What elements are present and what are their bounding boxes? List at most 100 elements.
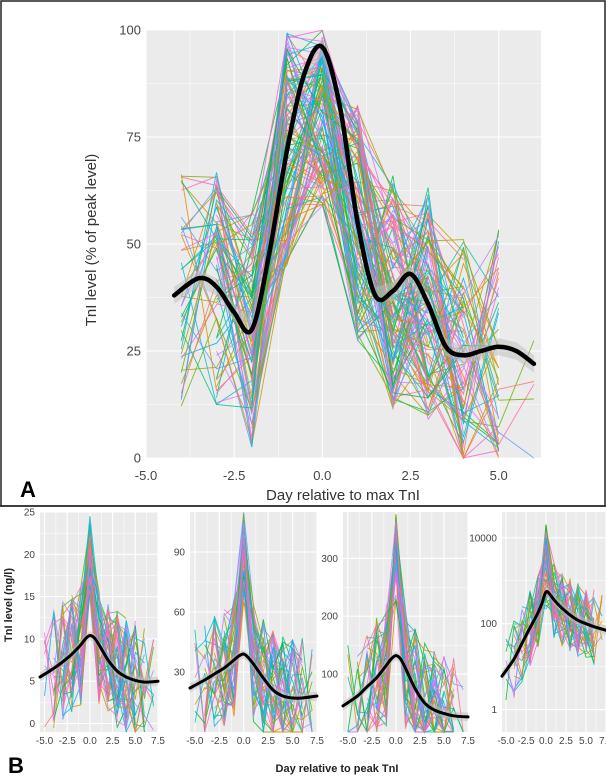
patient-line xyxy=(216,89,429,415)
patient-line xyxy=(204,549,303,725)
patient-line xyxy=(529,589,595,658)
x-tick-label: -2.5 xyxy=(363,736,381,747)
x-tick-label: 7.5 xyxy=(151,736,165,747)
x-tick-label: 5.0 xyxy=(286,736,300,747)
patient-line xyxy=(216,156,500,409)
patient-line xyxy=(223,538,303,732)
patient-line xyxy=(216,135,464,348)
patient-line xyxy=(216,55,429,447)
patient-line xyxy=(376,540,444,733)
patient-line xyxy=(44,585,154,707)
x-tick-label: 7.5 xyxy=(310,736,324,747)
y-tick-label: 25 xyxy=(24,508,36,519)
patient-line xyxy=(53,590,127,730)
x-tick-label: -5.0 xyxy=(186,736,204,747)
patient-line xyxy=(44,576,136,727)
y-tick-label: 100 xyxy=(321,670,338,681)
x-tick-label: 2.5 xyxy=(559,736,573,747)
mean-curve xyxy=(500,590,606,678)
panel-a-xlabel: Day relative to max TnI xyxy=(266,487,420,504)
x-tick-label: 2.5 xyxy=(401,468,419,483)
patient-line xyxy=(251,162,464,389)
x-tick-label: 0.0 xyxy=(237,736,251,747)
panel-a-label: A xyxy=(20,477,36,502)
patient-line xyxy=(216,40,499,459)
patient-line xyxy=(513,548,595,681)
y-tick-label: 10000 xyxy=(469,533,497,544)
mean-curve xyxy=(171,43,537,367)
x-tick-label: -5.0 xyxy=(497,736,515,747)
x-tick-label: 2.5 xyxy=(413,736,427,747)
patient-line xyxy=(44,568,136,717)
y-tick-label: 15 xyxy=(24,592,36,603)
patient-line xyxy=(194,522,313,730)
x-tick-label: -2.5 xyxy=(517,736,535,747)
y-tick-label: 50 xyxy=(127,237,141,252)
y-tick-label: 0 xyxy=(134,451,141,466)
patient-line xyxy=(251,79,500,377)
patient-line xyxy=(251,78,500,429)
patient-line xyxy=(216,48,429,386)
y-tick-label: 100 xyxy=(119,23,141,38)
x-tick-label: 5.0 xyxy=(128,736,142,747)
patient-line xyxy=(180,74,499,409)
y-tick-label: 200 xyxy=(321,612,338,623)
x-tick-label: -2.5 xyxy=(211,736,229,747)
x-tick-label: 5.0 xyxy=(437,736,451,747)
x-tick-label: 5.0 xyxy=(490,468,508,483)
panel-b1: -5.0 -2.5 0.0 2.5 5.0 7.5 0 5 10 15 20 25 xyxy=(24,508,166,748)
patient-line xyxy=(216,68,429,390)
patient-line xyxy=(216,58,464,399)
x-tick-label: -2.5 xyxy=(223,468,245,483)
panel-b-xlabel: Day relative to peak TnI xyxy=(276,763,399,775)
patient-line xyxy=(366,576,445,733)
y-tick-label: 75 xyxy=(127,130,141,145)
patient-line xyxy=(521,572,595,647)
patient-lines xyxy=(44,515,154,733)
x-tick-label: 0.0 xyxy=(83,736,97,747)
y-tick-label: 300 xyxy=(321,554,338,565)
panel-b4: -5.0-2.5 0.0 2.5 5.0 7.5 1 100 10000 xyxy=(469,512,606,747)
x-tick-label: 0.0 xyxy=(539,736,553,747)
panel-b2: -5.0 -2.5 0.0 2.5 5.0 7.5 30 60 90 xyxy=(174,512,324,747)
patient-line xyxy=(529,572,579,664)
mean-curve xyxy=(38,634,160,684)
patient-line xyxy=(251,96,464,412)
patient-line xyxy=(366,571,435,733)
x-tick-label: 0.0 xyxy=(313,468,331,483)
patient-line xyxy=(251,110,500,408)
patient-line xyxy=(180,42,500,425)
patient-line xyxy=(251,131,500,460)
y-tick-label: 90 xyxy=(174,548,186,559)
panel-b3: -5.0 -2.5 0.0 2.5 5.0 7.5 100 200 300 xyxy=(321,512,475,747)
patient-line xyxy=(216,104,500,438)
x-tick-label: 2.5 xyxy=(106,736,120,747)
panel-a: -5.0 -2.5 0.0 2.5 5.0 0 25 50 75 100 TnI level (% … xyxy=(83,23,541,504)
patient-line xyxy=(366,520,445,734)
patient-line xyxy=(180,80,429,393)
y-tick-label: 10 xyxy=(24,634,36,645)
x-tick-label: -5.0 xyxy=(36,736,54,747)
patient-line xyxy=(287,104,500,421)
x-tick-label: 0.0 xyxy=(389,736,403,747)
patient-line xyxy=(62,535,154,709)
patient-line xyxy=(44,547,136,707)
panel-b-ylabel: TnI level (ng/l) xyxy=(3,568,15,642)
panel-b-label: B xyxy=(8,753,24,778)
x-tick-label: 7.5 xyxy=(461,736,475,747)
mean-curve xyxy=(188,652,319,700)
patient-line xyxy=(529,544,587,654)
patient-line xyxy=(53,559,136,691)
x-tick-label: 5.0 xyxy=(579,736,593,747)
y-tick-label: 0 xyxy=(29,719,35,730)
y-tick-label: 30 xyxy=(174,668,186,679)
patient-line xyxy=(251,29,500,419)
x-tick-label: -5.0 xyxy=(339,736,357,747)
x-tick-label: -2.5 xyxy=(59,736,77,747)
y-tick-label: 100 xyxy=(480,619,497,630)
y-tick-label: 5 xyxy=(29,677,35,688)
patient-line xyxy=(194,590,294,733)
patient-line xyxy=(194,548,313,733)
